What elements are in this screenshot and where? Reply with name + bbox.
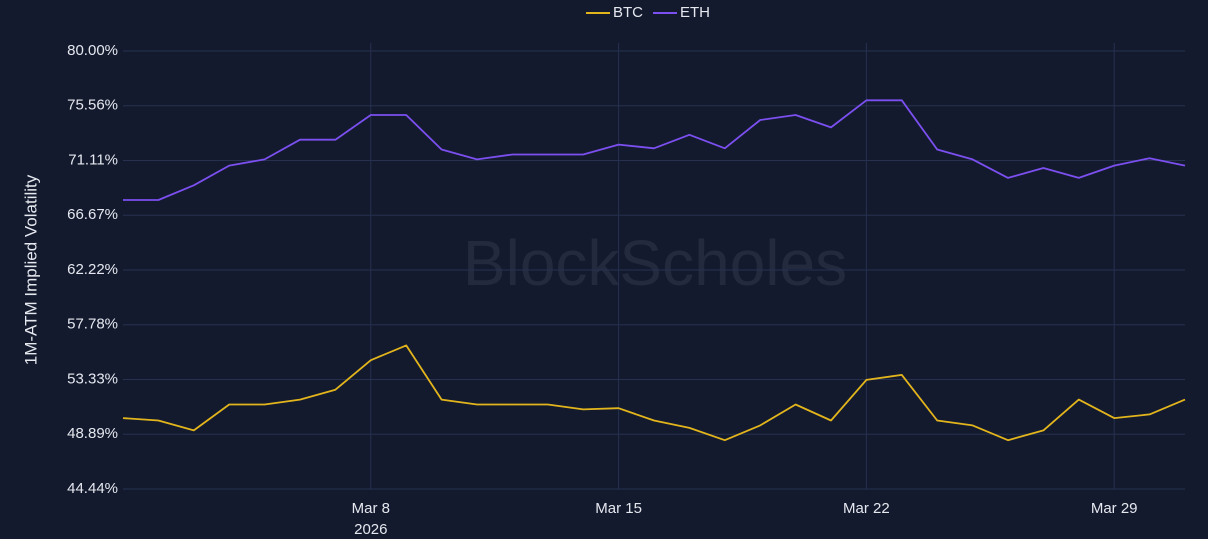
x-tick-label: Mar 15: [595, 500, 642, 517]
x-tick-label: Mar 8: [352, 500, 390, 517]
y-axis-label: 1M-ATM Implied Volatility: [21, 174, 40, 365]
y-tick-label: 80.00%: [67, 42, 118, 59]
watermark: BlockScholes: [463, 227, 847, 299]
x-year-label: 2026: [354, 521, 387, 538]
series-line: [122, 344, 1186, 442]
x-tick-label: Mar 22: [843, 500, 890, 517]
y-tick-label: 44.44%: [67, 480, 118, 497]
y-tick-label: 71.11%: [68, 151, 118, 168]
y-tick-label: 62.22%: [67, 261, 118, 278]
legend-label: BTC: [613, 4, 643, 21]
y-tick-label: 75.56%: [67, 97, 118, 114]
y-tick-label: 53.33%: [67, 370, 118, 387]
y-tick-label: 57.78%: [67, 316, 118, 333]
y-tick-label: 66.67%: [67, 206, 118, 223]
y-tick-label: 48.89%: [67, 425, 118, 442]
legend-label: ETH: [680, 4, 710, 21]
x-tick-label: Mar 29: [1091, 500, 1138, 517]
series-line: [123, 99, 1186, 201]
